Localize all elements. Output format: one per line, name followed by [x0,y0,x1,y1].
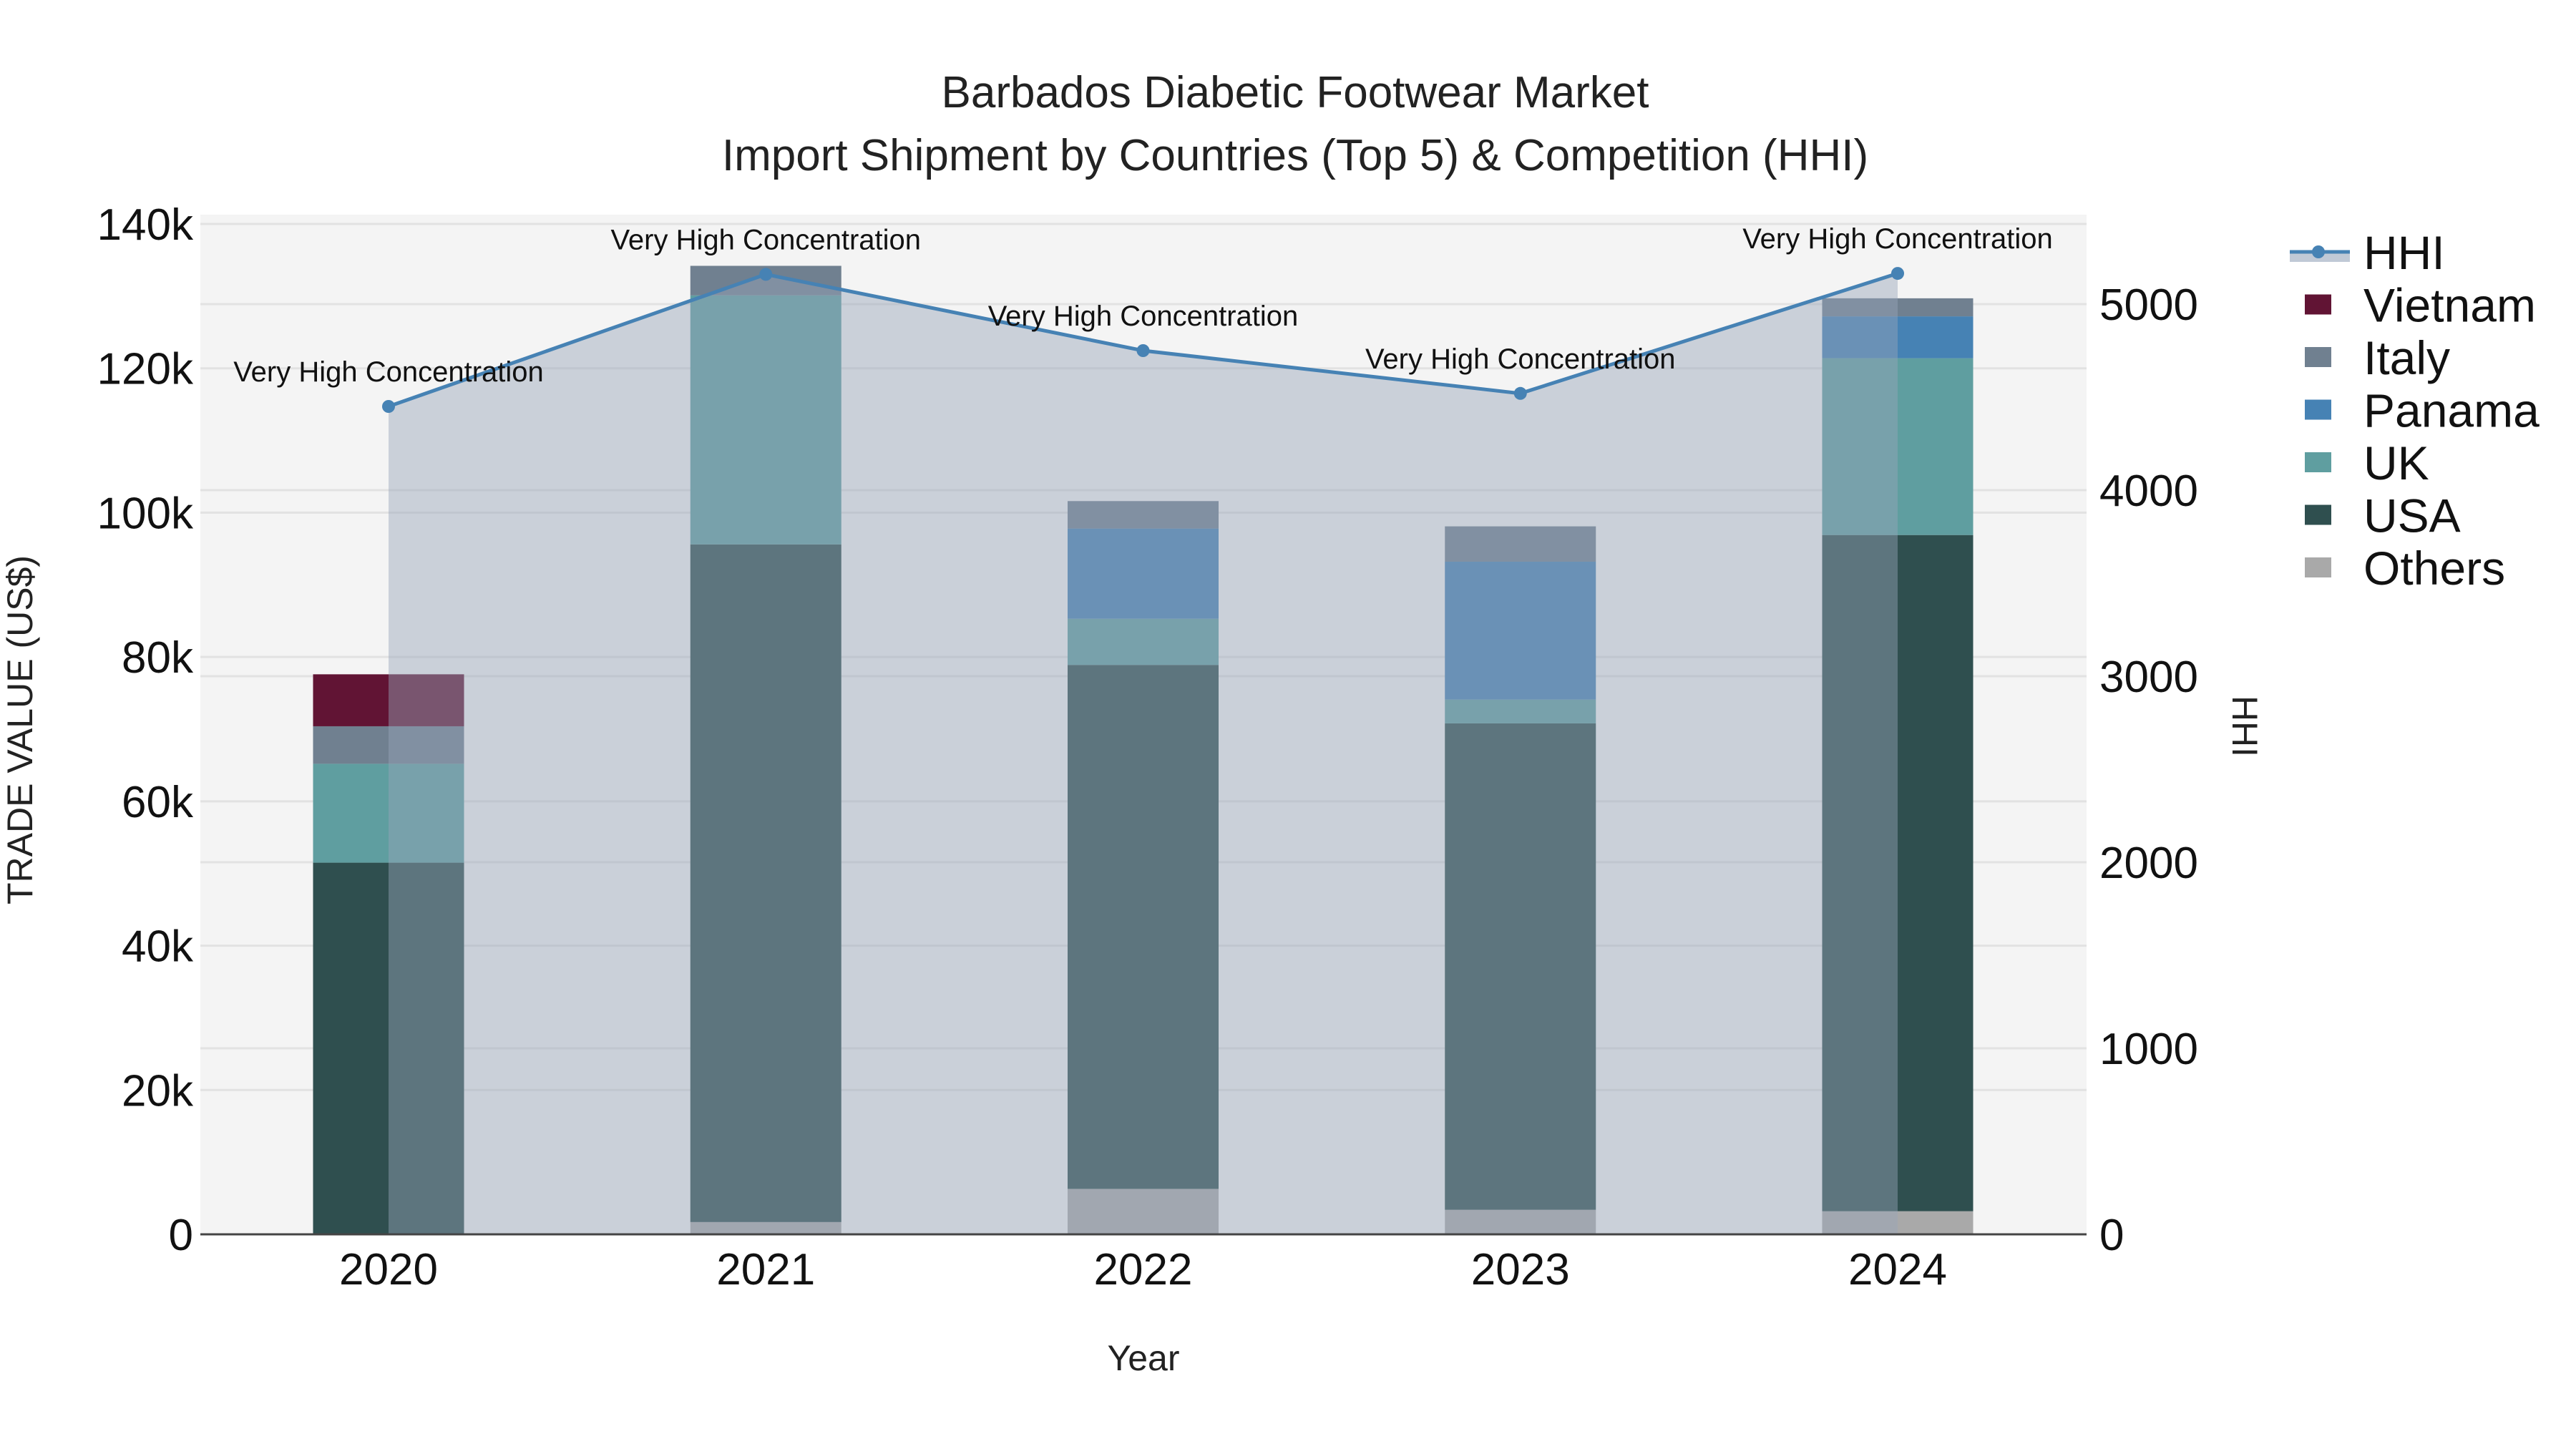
y-axis-right-title: HHI [2225,696,2265,757]
legend-label: Italy [2363,331,2450,384]
bar-segment-italy-2024[interactable] [1822,298,1974,317]
y-left-tick-label: 140k [97,200,194,250]
bar-segment-uk-2020[interactable] [313,763,464,863]
bar-segment-uk-2021[interactable] [690,295,841,545]
legend-label: USA [2363,489,2461,542]
bar-segment-usa-2023[interactable] [1445,723,1596,1210]
y-left-tick-label: 0 [169,1211,193,1260]
bar-segment-uk-2024[interactable] [1822,358,1974,535]
bar-segment-panama-2023[interactable] [1445,562,1596,700]
x-axis-ticks: 2020 2021 2022 2023 2024 [339,1245,1947,1294]
legend-label: UK [2363,436,2429,489]
chart-title-line1: Barbados Diabetic Footwear Market [941,68,1649,117]
bar-segment-others-2023[interactable] [1445,1209,1596,1234]
chart-title-line2: Import Shipment by Countries (Top 5) & C… [722,131,1868,180]
y-left-tick-label: 120k [97,345,194,394]
y-axis-left-ticks: 0 20k 40k 60k 80k 100k 120k 140k [97,200,194,1260]
hhi-marker-2023[interactable] [1513,386,1527,400]
hhi-annotation-2021: Very High Concentration [610,224,921,255]
bar-segment-italy-2023[interactable] [1445,526,1596,562]
legend-swatch-icon [2305,399,2331,420]
bar-segment-usa-2020[interactable] [313,862,464,1234]
hhi-marker-2022[interactable] [1136,344,1150,357]
y-right-tick-label: 1000 [2099,1025,2198,1074]
x-tick-label-2022: 2022 [1094,1245,1193,1294]
bar-segment-uk-2023[interactable] [1445,699,1596,723]
legend-swatch-icon [2305,557,2331,577]
bar-segment-usa-2024[interactable] [1822,535,1974,1211]
legend-item-panama[interactable]: Panama [2305,384,2540,437]
y-left-tick-label: 60k [122,778,194,827]
y-right-tick-label: 0 [2099,1211,2124,1260]
hhi-marker-2024[interactable] [1891,267,1904,280]
legend-swatch-icon [2305,347,2331,367]
hhi-annotation-2024: Very High Concentration [1742,223,2053,255]
y-axis-left-title: TRADE VALUE (US$) [0,555,40,904]
x-tick-label-2024: 2024 [1848,1245,1947,1294]
legend-swatch-icon [2305,504,2331,525]
y-right-tick-label: 2000 [2099,839,2198,888]
hhi-fill-overlay [389,273,1898,1235]
legend-label: Vietnam [2363,279,2536,332]
x-tick-label-2020: 2020 [339,1245,438,1294]
x-tick-label-2023: 2023 [1471,1245,1570,1294]
y-right-tick-label: 3000 [2099,653,2198,702]
hhi-marker-2020[interactable] [382,400,395,413]
legend-swatch-icon [2305,452,2331,472]
y-axis-right-ticks: 0 1000 2000 3000 4000 5000 [2099,280,2198,1260]
legend-item-italy[interactable]: Italy [2305,331,2450,384]
hhi-annotations: Very High Concentration Very High Concent… [233,223,2053,388]
bar-segment-others-2022[interactable] [1068,1189,1219,1234]
bar-segment-vietnam-2020[interactable] [313,674,464,726]
legend-swatch-icon [2305,294,2331,315]
legend-item-others[interactable]: Others [2305,542,2505,595]
hhi-line [382,267,1904,413]
legend-item-usa[interactable]: USA [2305,489,2461,542]
bar-segment-panama-2024[interactable] [1822,316,1974,358]
hhi-annotation-2022: Very High Concentration [988,301,1299,332]
x-axis-title: Year [1107,1338,1179,1378]
legend-marker-icon [2312,245,2325,258]
legend-item-vietnam[interactable]: Vietnam [2305,279,2536,332]
y-left-tick-label: 100k [97,489,194,538]
bar-segment-panama-2022[interactable] [1068,528,1219,619]
bar-segment-usa-2022[interactable] [1068,665,1219,1189]
bar-segment-uk-2022[interactable] [1068,618,1219,665]
y-left-tick-label: 40k [122,922,194,972]
legend-label: Others [2363,542,2505,595]
legend-item-hhi[interactable]: HHI [2290,226,2445,279]
legend-label: Panama [2363,384,2540,437]
legend-item-uk[interactable]: UK [2305,436,2429,489]
legend-label: HHI [2363,226,2445,279]
stacked-bars [313,265,1974,1234]
y-left-tick-label: 80k [122,633,194,683]
hhi-marker-2021[interactable] [759,268,773,281]
bar-segment-usa-2021[interactable] [690,544,841,1222]
bar-segment-italy-2020[interactable] [313,726,464,764]
y-left-tick-label: 20k [122,1066,194,1116]
bar-segment-others-2024[interactable] [1822,1211,1974,1234]
y-right-tick-label: 5000 [2099,280,2198,330]
x-tick-label-2021: 2021 [716,1245,815,1294]
hhi-annotation-2020: Very High Concentration [233,356,544,388]
bar-segment-others-2021[interactable] [690,1221,841,1234]
hhi-area-fill [389,273,1898,1235]
hhi-annotation-2023: Very High Concentration [1365,343,1676,375]
y-right-tick-label: 4000 [2099,467,2198,516]
chart-title: Barbados Diabetic Footwear Market Import… [722,68,1868,180]
bar-segment-italy-2022[interactable] [1068,501,1219,529]
